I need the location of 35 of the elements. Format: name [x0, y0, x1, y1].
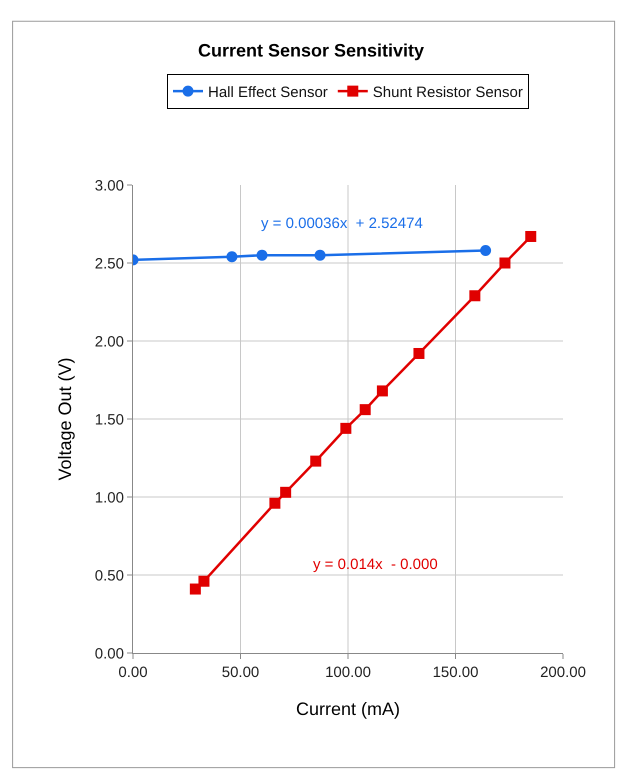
point — [226, 251, 238, 262]
y-tick-label: 3.00 — [94, 177, 124, 194]
point — [198, 576, 210, 587]
y-tick-label: 2.00 — [94, 333, 124, 350]
x-tick-label: 50.00 — [222, 664, 260, 681]
point — [269, 498, 280, 509]
y-tick-label: 1.50 — [94, 411, 124, 428]
point — [314, 250, 326, 261]
y-tick-label: 0.00 — [94, 645, 124, 662]
x-tick-label: 150.00 — [432, 664, 478, 681]
point — [256, 250, 268, 261]
x-tick-label: 0.00 — [118, 664, 148, 681]
point — [280, 486, 292, 498]
x-axis-title: Current (mA) — [296, 699, 400, 720]
point — [499, 258, 510, 268]
point — [360, 404, 371, 416]
point — [376, 385, 388, 396]
point — [525, 230, 536, 242]
y-axis-title: Voltage Out (V) — [54, 357, 75, 481]
point — [340, 422, 352, 434]
point — [413, 348, 424, 359]
x-tick-label: 100.00 — [325, 664, 371, 681]
point — [190, 584, 201, 595]
annotation: y = 0.00036x + 2.52474 — [261, 215, 423, 232]
legend-label: Hall Effect Sensor — [208, 84, 328, 101]
y-tick-label: 2.50 — [94, 255, 124, 272]
point — [480, 245, 492, 256]
y-tick-label: 0.50 — [94, 567, 124, 584]
point — [310, 456, 322, 467]
annotation: y = 0.014x - 0.000 — [313, 556, 438, 573]
x-tick-label: 200.00 — [540, 664, 586, 681]
chart-title: Current Sensor Sensitivity — [198, 40, 424, 60]
y-tick-label: 1.00 — [94, 489, 124, 506]
point — [469, 290, 480, 302]
legend-label: Shunt Resistor Sensor — [372, 84, 523, 101]
